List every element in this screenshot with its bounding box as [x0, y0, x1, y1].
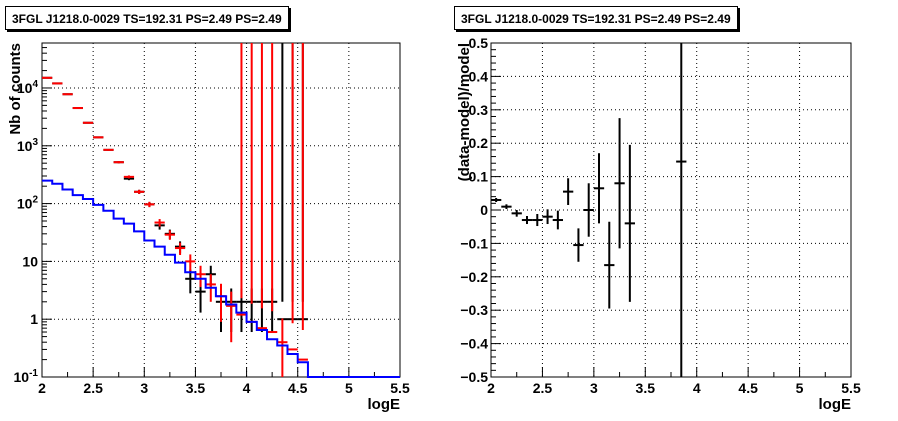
x-tick-label: 3.5 — [636, 380, 656, 396]
data-point — [82, 121, 94, 124]
data-point — [154, 219, 165, 227]
y-tick-label: −0.3 — [460, 302, 488, 318]
y-axis-label: (data-model)/model — [456, 43, 473, 181]
data-point — [256, 43, 268, 330]
y-tick-label: −0.4 — [460, 336, 488, 352]
x-tick-label: 5 — [796, 380, 804, 396]
x-tick-label: 2 — [487, 380, 495, 396]
y-tick-label: 10-1 — [14, 368, 39, 385]
data-point — [195, 265, 206, 288]
x-axis-label: logE — [819, 396, 852, 413]
data-point — [215, 283, 227, 322]
data-point — [501, 204, 512, 209]
x-tick-label: 5 — [345, 380, 353, 396]
x-tick-label: 3.5 — [186, 380, 206, 396]
left-chart-title: 3FGL J1218.0-0029 TS=192.31 PS=2.49 PS=2… — [5, 6, 289, 30]
data-point — [62, 93, 73, 96]
x-axis-label: logE — [368, 396, 401, 413]
x-tick-label: 5.5 — [841, 380, 861, 396]
x-tick-label: 4.5 — [288, 380, 308, 396]
data-point — [277, 318, 288, 377]
data-point — [614, 118, 625, 249]
data-point — [552, 210, 563, 230]
y-tick-label: 0.1 — [469, 169, 489, 185]
data-point — [491, 197, 502, 202]
data-point — [624, 144, 635, 302]
data-point — [226, 291, 237, 343]
y-tick-label: −0.5 — [460, 369, 488, 385]
y-axis-label: Nb of counts — [7, 43, 24, 135]
x-tick-label: 2.5 — [533, 380, 553, 396]
data-point — [185, 254, 196, 272]
data-point — [267, 43, 278, 334]
data-point — [174, 242, 186, 255]
data-point — [593, 153, 605, 224]
y-tick-label: 104 — [17, 79, 39, 96]
data-point — [542, 209, 553, 225]
data-point — [521, 216, 533, 225]
y-tick-label: 0.5 — [469, 35, 489, 51]
data-point — [113, 161, 124, 164]
x-tick-label: 4 — [243, 380, 251, 396]
x-tick-label: 3 — [590, 380, 598, 396]
y-tick-label: 0.4 — [469, 68, 489, 84]
data-point — [123, 175, 135, 179]
x-tick-label: 2 — [38, 380, 46, 396]
data-point — [277, 43, 288, 321]
y-tick-label: 0.3 — [469, 102, 489, 118]
x-tick-label: 2.5 — [83, 380, 103, 396]
y-tick-label: −0.2 — [460, 269, 488, 285]
data-point — [144, 201, 155, 208]
data-point — [185, 269, 196, 294]
y-tick-label: −0.1 — [460, 235, 488, 251]
y-tick-label: 10 — [22, 253, 38, 269]
model-step-line — [42, 179, 400, 378]
y-tick-label: 0 — [480, 202, 488, 218]
data-point — [93, 136, 104, 139]
data-point — [246, 43, 257, 323]
data-point — [72, 107, 83, 110]
data-point — [604, 221, 615, 309]
left-panel-counts: 2 2.5 3 3.5 4 4.5 5 5.5 10-1 1 10 102 103 104 logE Nb o… — [7, 42, 410, 413]
y-tick-label: 102 — [17, 195, 39, 212]
right-panel-residuals: 2 2.5 3 3.5 4 4.5 5 5.5 −0.5 −0.4 −0.3 −0.2 −0.1 0 0.1… — [456, 35, 861, 413]
x-tick-label: 5.5 — [390, 380, 410, 396]
data-point — [583, 183, 594, 237]
data-point — [164, 230, 175, 240]
data-point — [236, 43, 247, 316]
data-point — [532, 214, 543, 227]
right-chart-title: 3FGL J1218.0-0029 TS=192.31 PS=2.49 PS=2… — [454, 6, 738, 30]
x-tick-label: 4.5 — [738, 380, 758, 396]
y-tick-label: 1 — [30, 311, 38, 327]
data-point — [511, 210, 522, 217]
data-point — [287, 43, 298, 351]
data-point — [297, 43, 308, 361]
data-point — [563, 178, 574, 205]
x-tick-label: 4 — [693, 380, 701, 396]
y-tick-label: 103 — [17, 137, 39, 154]
data-point — [103, 148, 114, 151]
data-point — [573, 228, 584, 262]
data-point — [676, 43, 687, 377]
data-point — [134, 189, 145, 194]
x-tick-label: 3 — [140, 380, 148, 396]
y-tick-label: 0.2 — [469, 135, 489, 151]
